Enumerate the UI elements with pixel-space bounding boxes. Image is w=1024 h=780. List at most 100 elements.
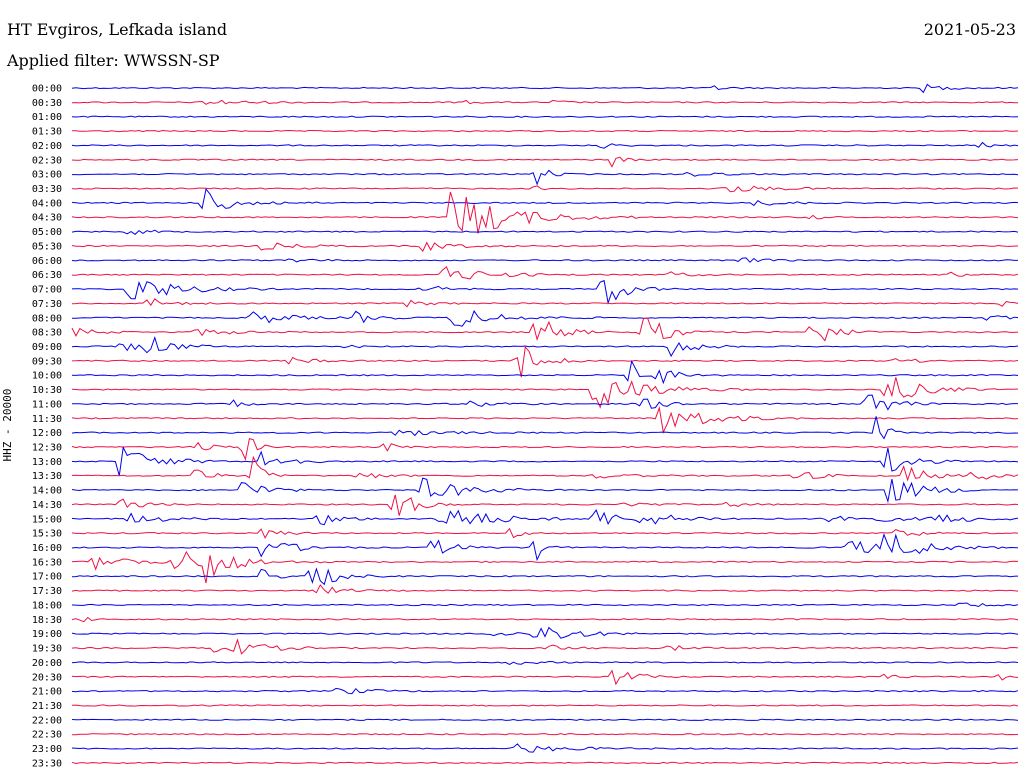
trace-1100 [71, 394, 1018, 411]
time-tick-label: 04:00 [32, 198, 62, 209]
trace-0630 [71, 266, 1019, 280]
trace-0800 [71, 309, 1019, 327]
trace-0900 [71, 335, 1019, 358]
trace-2330 [71, 761, 1019, 765]
time-tick-label: 16:30 [32, 557, 62, 568]
time-tick-label: 14:00 [32, 486, 62, 497]
trace-2230 [72, 733, 1019, 736]
trace-0130 [71, 129, 1019, 133]
trace-0430 [71, 191, 1019, 234]
time-tick-label: 12:30 [32, 443, 62, 454]
time-tick-label: 05:30 [32, 241, 62, 252]
trace-1700 [71, 567, 1019, 586]
trace-1130 [71, 405, 1019, 434]
time-tick-label: 00:00 [32, 84, 62, 95]
time-tick-label: 11:00 [32, 399, 62, 410]
time-tick-label: 15:00 [32, 514, 62, 525]
trace-1400 [71, 477, 1019, 504]
trace-1530 [71, 527, 1019, 540]
trace-0400 [71, 187, 1019, 210]
time-tick-label: 16:00 [32, 543, 62, 554]
time-tick-label: 01:00 [32, 112, 62, 123]
trace-0530 [71, 241, 1019, 252]
time-tick-label: 20:00 [32, 658, 62, 669]
trace-1000 [71, 359, 1019, 385]
time-tick-label: 09:30 [32, 356, 62, 367]
time-tick-label: 20:30 [32, 672, 62, 683]
trace-2030 [71, 669, 1019, 686]
record-date: 2021-05-23 [923, 20, 1016, 39]
trace-2200 [71, 718, 1019, 721]
trace-1930 [71, 638, 1019, 655]
time-tick-label: 09:00 [32, 342, 62, 353]
time-tick-label: 10:00 [32, 371, 62, 382]
trace-1730 [71, 584, 1019, 594]
trace-0930 [71, 345, 1019, 378]
time-tick-label: 01:30 [32, 127, 62, 138]
time-tick-label: 08:00 [32, 313, 62, 324]
time-tick-label: 11:30 [32, 414, 62, 425]
time-tick-label: 13:00 [32, 457, 62, 468]
trace-1500 [71, 509, 1019, 526]
time-tick-label: 07:00 [32, 285, 62, 296]
station-title: HT Evgiros, Lefkada island [7, 20, 228, 39]
time-tick-label: 10:30 [32, 385, 62, 396]
trace-0100 [71, 115, 1019, 118]
trace-1630 [71, 550, 1019, 584]
time-tick-label: 08:30 [32, 328, 62, 339]
time-tick-label: 04:30 [32, 213, 62, 224]
trace-1830 [71, 616, 1019, 623]
trace-1330 [71, 455, 1019, 482]
trace-1430 [71, 494, 1019, 516]
time-tick-label: 06:00 [32, 256, 62, 267]
time-tick-label: 12:00 [32, 428, 62, 439]
trace-0500 [71, 229, 1019, 235]
time-tick-label: 23:00 [32, 744, 62, 755]
trace-1900 [71, 626, 1019, 639]
time-tick-label: 15:30 [32, 529, 62, 540]
trace-1600 [71, 533, 1019, 562]
trace-0200 [71, 141, 1019, 149]
trace-1030 [71, 377, 1019, 409]
trace-0300 [72, 169, 1019, 186]
time-tick-label: 07:30 [32, 299, 62, 310]
trace-1230 [71, 437, 1019, 461]
trace-0700 [71, 279, 1019, 305]
trace-0000 [71, 83, 1019, 94]
trace-2100 [71, 687, 1019, 695]
time-tick-label: 03:00 [32, 170, 62, 181]
trace-1300 [71, 445, 1019, 476]
trace-2130 [71, 704, 1019, 707]
time-tick-label: 19:30 [32, 644, 62, 655]
time-tick-label: 22:00 [32, 715, 62, 726]
time-tick-label: 17:00 [32, 572, 62, 583]
trace-1800 [71, 602, 1019, 608]
time-tick-label: 14:30 [32, 500, 62, 511]
trace-0330 [71, 185, 1019, 193]
time-tick-label: 02:30 [32, 155, 62, 166]
trace-0030 [71, 99, 1018, 105]
time-tick-label: 22:30 [32, 730, 62, 741]
trace-0730 [71, 298, 1019, 308]
time-tick-label: 18:00 [32, 600, 62, 611]
time-tick-label: 17:30 [32, 586, 62, 597]
time-tick-label: 13:30 [32, 471, 62, 482]
time-tick-label: 21:00 [32, 687, 62, 698]
time-tick-label: 06:30 [32, 270, 62, 281]
time-tick-label: 05:00 [32, 227, 62, 238]
time-tick-label: 23:30 [32, 758, 62, 769]
trace-0600 [71, 257, 1018, 263]
time-tick-label: 21:30 [32, 701, 62, 712]
time-tick-label: 00:30 [32, 98, 62, 109]
filter-label: Applied filter: WWSSN-SP [7, 51, 220, 70]
trace-2000 [71, 660, 1019, 665]
time-tick-label: 18:30 [32, 615, 62, 626]
trace-0230 [71, 156, 1019, 168]
time-tick-label: 02:00 [32, 141, 62, 152]
time-tick-label: 03:30 [32, 184, 62, 195]
time-tick-label: 19:00 [32, 629, 62, 640]
trace-0830 [71, 317, 1019, 342]
trace-2300 [71, 743, 1019, 753]
trace-1200 [71, 416, 1019, 440]
